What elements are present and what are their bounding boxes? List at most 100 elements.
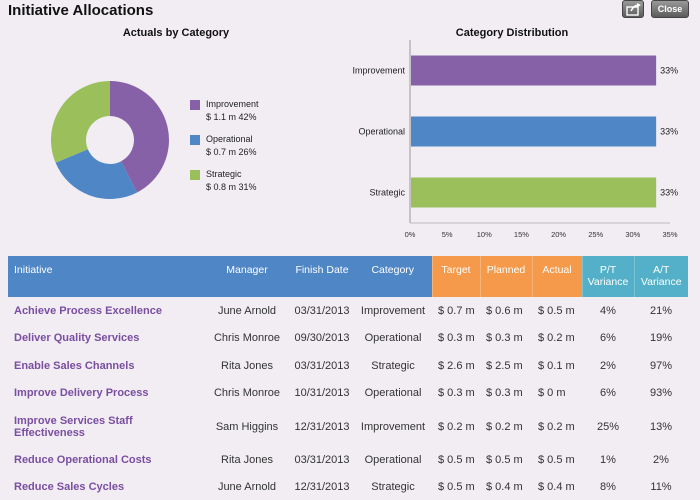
initiatives-table: Initiative Manager Finish Date Category … xyxy=(8,256,688,500)
actual-cell: $ 0.5 m xyxy=(538,453,575,466)
manager-cell: Rita Jones xyxy=(221,359,273,372)
initiative-link[interactable]: Reduce Operational Costs xyxy=(14,453,152,466)
donut-slice-operational[interactable] xyxy=(55,149,138,199)
donut-chart xyxy=(51,81,169,199)
initiative-link[interactable]: Achieve Process Excellence xyxy=(14,304,162,317)
page-title: Initiative Allocations xyxy=(8,2,154,19)
table-row[interactable]: Reduce Sales Cycles June Arnold 12/31/20… xyxy=(8,474,688,500)
col-header-actual[interactable]: Actual xyxy=(531,256,582,297)
finish-date-cell: 12/31/2013 xyxy=(294,420,350,433)
header-line: Variance xyxy=(587,276,629,288)
finish-date-cell: 03/31/2013 xyxy=(294,453,350,466)
actual-cell: $ 0.2 m xyxy=(538,420,575,433)
export-button[interactable] xyxy=(622,0,644,18)
finish-date-cell: 10/31/2013 xyxy=(294,387,350,400)
col-header-planned[interactable]: Planned xyxy=(479,256,532,297)
planned-cell: $ 0.4 m xyxy=(486,481,523,494)
bar-value-label: 33% xyxy=(660,66,678,76)
target-cell: $ 0.5 m xyxy=(438,453,475,466)
category-cell: Improvement xyxy=(360,420,426,433)
col-header-category[interactable]: Category xyxy=(354,256,432,297)
bar-operational[interactable] xyxy=(411,116,657,147)
x-tick-label: 0% xyxy=(405,230,416,239)
table-row[interactable]: Deliver Quality Services Chris Monroe 09… xyxy=(8,325,688,353)
x-tick-label: 15% xyxy=(514,230,529,239)
legend-value: $ 0.8 m 31% xyxy=(206,182,257,192)
col-header-pt-variance[interactable]: P/T Variance xyxy=(581,256,634,297)
table-row[interactable]: Improve Delivery Process Chris Monroe 10… xyxy=(8,380,688,408)
category-cell: Operational xyxy=(364,453,422,466)
category-cell: Strategic xyxy=(371,359,415,372)
category-cell: Improvement xyxy=(360,304,426,317)
donut-slice-improvement[interactable] xyxy=(110,81,169,193)
bar-value-label: 33% xyxy=(660,188,678,198)
pt-variance-cell: 6% xyxy=(600,332,616,345)
pt-variance-cell: 4% xyxy=(600,304,616,317)
target-cell: $ 0.5 m xyxy=(438,481,475,494)
at-variance-cell: 11% xyxy=(650,481,672,494)
legend-swatch-strategic xyxy=(190,170,200,180)
bar-category-label: Improvement xyxy=(352,66,405,76)
finish-date-cell: 09/30/2013 xyxy=(294,332,350,345)
planned-cell: $ 0.6 m xyxy=(486,304,523,317)
initiative-link[interactable]: Reduce Sales Cycles xyxy=(14,481,125,494)
manager-cell: Rita Jones xyxy=(221,453,273,466)
finish-date-cell: 03/31/2013 xyxy=(294,304,350,317)
table-row[interactable]: Enable Sales Channels Rita Jones 03/31/2… xyxy=(8,352,688,380)
at-variance-cell: 19% xyxy=(649,332,673,345)
actual-cell: $ 0.5 m xyxy=(538,304,575,317)
header-line: P/T xyxy=(599,264,617,276)
planned-cell: $ 0.5 m xyxy=(486,453,523,466)
legend-label: Strategic xyxy=(206,169,242,179)
manager-cell: Sam Higgins xyxy=(215,420,279,433)
manager-cell: Chris Monroe xyxy=(213,332,281,345)
col-header-initiative[interactable]: Initiative xyxy=(8,256,204,297)
table-header-row: Initiative Manager Finish Date Category … xyxy=(8,256,688,297)
target-cell: $ 0.3 m xyxy=(438,387,475,400)
target-cell: $ 0.2 m xyxy=(438,420,475,433)
pt-variance-cell: 6% xyxy=(600,387,616,400)
manager-cell: Chris Monroe xyxy=(213,387,281,400)
legend-label: Improvement xyxy=(206,99,259,109)
actual-cell: $ 0 m xyxy=(538,387,566,400)
finish-date-cell: 03/31/2013 xyxy=(294,359,350,372)
planned-cell: $ 0.3 m xyxy=(486,387,523,400)
col-header-manager[interactable]: Manager xyxy=(204,256,290,297)
actual-cell: $ 0.2 m xyxy=(538,332,575,345)
bar-strategic[interactable] xyxy=(411,177,657,208)
finish-date-cell: 12/31/2013 xyxy=(294,481,350,494)
bar-improvement[interactable] xyxy=(411,55,657,86)
export-icon xyxy=(626,3,641,16)
pt-variance-cell: 25% xyxy=(596,420,620,433)
table-row[interactable]: Improve Services Staff Effectiveness Sam… xyxy=(8,407,688,446)
initiative-link[interactable]: Deliver Quality Services xyxy=(14,332,140,345)
header-line: A/T xyxy=(653,264,670,276)
table-row[interactable]: Achieve Process Excellence June Arnold 0… xyxy=(8,297,688,325)
x-tick-label: 10% xyxy=(477,230,492,239)
pt-variance-cell: 8% xyxy=(600,481,616,494)
category-cell: Operational xyxy=(364,332,422,345)
bar-category-label: Strategic xyxy=(369,188,405,198)
target-cell: $ 0.7 m xyxy=(438,304,475,317)
table-row[interactable]: Reduce Operational Costs Rita Jones 03/3… xyxy=(8,446,688,474)
x-tick-label: 35% xyxy=(662,230,677,239)
actual-cell: $ 0.4 m xyxy=(538,481,575,494)
target-cell: $ 2.6 m xyxy=(438,359,475,372)
col-header-finish-date[interactable]: Finish Date xyxy=(290,256,354,297)
initiative-link[interactable]: Improve Services Staff Effectiveness xyxy=(14,414,133,439)
at-variance-cell: 97% xyxy=(649,359,673,372)
actual-cell: $ 0.1 m xyxy=(538,359,575,372)
col-header-target[interactable]: Target xyxy=(431,256,480,297)
donut-slice-strategic[interactable] xyxy=(51,81,110,163)
header-line: Variance xyxy=(640,276,682,288)
legend-label: Operational xyxy=(206,134,253,144)
category-cell: Operational xyxy=(364,387,422,400)
close-button[interactable]: Close xyxy=(651,0,689,18)
bar-chart-title: Category Distribution xyxy=(455,27,569,39)
bar-chart: Improvement 33% Operational 33% Strategic 33%… xyxy=(352,40,678,239)
initiative-link[interactable]: Improve Delivery Process xyxy=(14,387,149,400)
pt-variance-cell: 1% xyxy=(600,453,616,466)
x-tick-label: 20% xyxy=(551,230,566,239)
col-header-at-variance[interactable]: A/T Variance xyxy=(633,256,688,297)
initiative-link[interactable]: Enable Sales Channels xyxy=(14,359,135,372)
